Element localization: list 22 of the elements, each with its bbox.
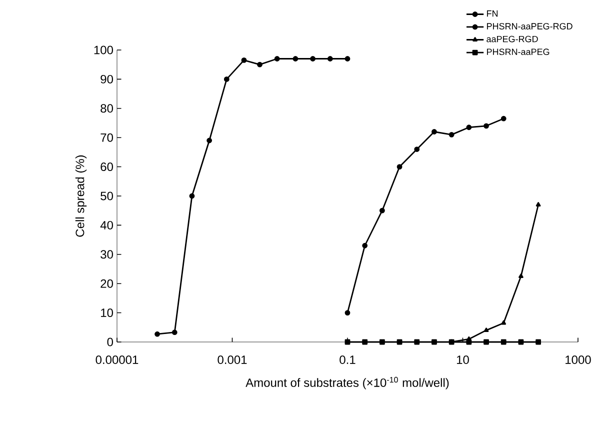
y-tick-label: 100 bbox=[94, 46, 113, 54]
legend-label: PHSRN-aaPEG bbox=[487, 48, 550, 56]
x-tick-label: 1000 bbox=[566, 356, 591, 364]
legend-label: aaPEG-RGD bbox=[486, 36, 538, 42]
y-tick-label: 70 bbox=[100, 133, 114, 142]
y-tick-label: 50 bbox=[100, 192, 114, 200]
y-tick-label: 40 bbox=[100, 220, 114, 230]
x-tick-label: 0.001 bbox=[218, 356, 247, 364]
y-tick-label: 30 bbox=[100, 250, 114, 259]
y-tick-label: 60 bbox=[100, 162, 114, 172]
x-tick-label: 0.1 bbox=[340, 356, 356, 364]
y-tick-label: 10 bbox=[101, 308, 114, 318]
y-tick-label: 80 bbox=[100, 104, 114, 113]
y-tick-label: 20 bbox=[100, 279, 114, 288]
y-tick-label: 90 bbox=[100, 74, 114, 84]
x-tick-label: 0.00001 bbox=[96, 356, 138, 364]
legend-label: PHSRN-aaPEG-RGD bbox=[487, 23, 572, 30]
x-axis-title: Amount of substrates (×10$^{-10}$ mol/well) bbox=[246, 376, 449, 390]
legend-label: FN bbox=[487, 10, 498, 17]
y-tick-label: 0 bbox=[107, 338, 114, 346]
x-tick-label: 10 bbox=[456, 356, 469, 364]
y-axis-title: Cell spread (%) bbox=[75, 155, 87, 237]
